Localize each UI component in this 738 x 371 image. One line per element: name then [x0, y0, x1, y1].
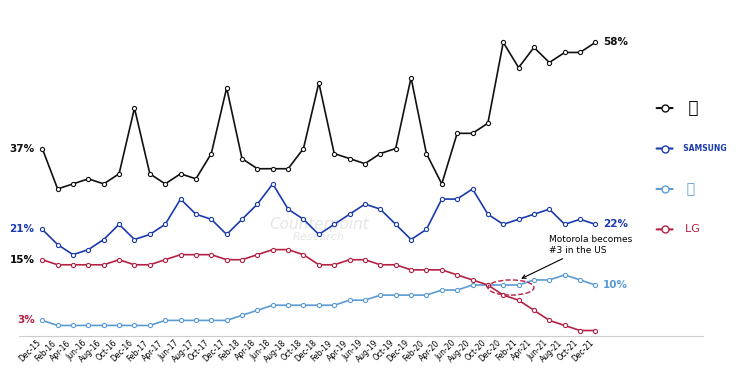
Text: Motorola becomes
#3 in the US: Motorola becomes #3 in the US	[523, 235, 632, 278]
Text: Counterpoint: Counterpoint	[269, 217, 369, 232]
Text: 10%: 10%	[603, 280, 628, 290]
Text: 🍎: 🍎	[678, 99, 699, 117]
Text: 37%: 37%	[10, 144, 35, 154]
Text: Research: Research	[293, 232, 345, 242]
Text: SAMSUNG: SAMSUNG	[678, 144, 727, 153]
Text: 15%: 15%	[10, 255, 35, 265]
Text: 21%: 21%	[10, 224, 35, 234]
Text: LG: LG	[678, 224, 700, 234]
Text: 22%: 22%	[603, 219, 628, 229]
Text: Ⓜ: Ⓜ	[678, 182, 695, 196]
Text: 3%: 3%	[17, 315, 35, 325]
Text: 58%: 58%	[603, 37, 628, 47]
